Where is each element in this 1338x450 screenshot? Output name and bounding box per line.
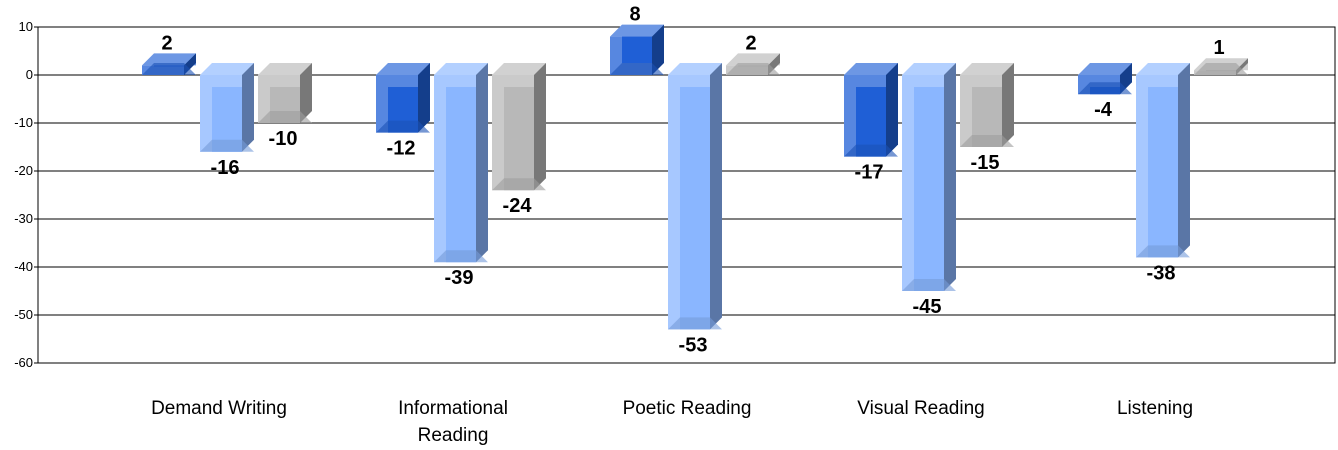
- y-tick-label: -10: [14, 115, 33, 130]
- bar-top-face: [142, 53, 196, 66]
- data-label: -4: [1094, 99, 1113, 121]
- bar-top-face: [610, 24, 664, 37]
- y-tick-label: -60: [14, 355, 33, 370]
- bar-bottom-face: [902, 279, 956, 291]
- category-label: Demand Writing: [151, 398, 287, 419]
- bar: [200, 63, 254, 152]
- bar-right-face: [534, 63, 546, 191]
- bar-top-face: [726, 53, 780, 66]
- bar-bottom-face: [1136, 245, 1190, 258]
- bar-top-face: [434, 63, 488, 75]
- bar-front-face: [446, 87, 476, 263]
- y-axis: 10 0 -10 -20 -30 -40 -50 -60: [14, 19, 38, 370]
- bar-right-face: [242, 63, 254, 152]
- data-label: -38: [1147, 262, 1176, 284]
- bar: [1194, 58, 1248, 75]
- bar: [610, 24, 664, 76]
- data-label: -16: [211, 157, 240, 179]
- bar-right-face: [710, 63, 722, 330]
- y-tick-label: -50: [14, 307, 33, 322]
- bar-bottom-face: [142, 63, 196, 75]
- bar: [376, 63, 430, 133]
- bar: [844, 63, 898, 157]
- bar-right-face: [886, 63, 898, 157]
- y-tick-label: -30: [14, 211, 33, 226]
- y-tick-label: -40: [14, 259, 33, 274]
- bar-bottom-face: [668, 317, 722, 330]
- bar-right-face: [652, 24, 664, 76]
- category-label: Listening: [1117, 398, 1193, 419]
- y-tick-label: 10: [19, 19, 33, 34]
- bar-top-face: [1078, 63, 1132, 75]
- data-label: -53: [679, 334, 708, 356]
- bars: [142, 24, 1248, 330]
- bar-front-face: [504, 87, 534, 191]
- bar-top-face: [668, 63, 722, 75]
- bar-right-face: [1178, 63, 1190, 258]
- bar: [258, 63, 312, 123]
- bar: [726, 53, 780, 75]
- y-tick-label: 0: [26, 67, 33, 82]
- bar-bottom-face: [844, 144, 898, 157]
- bar: [668, 63, 722, 330]
- data-label: -12: [387, 138, 416, 160]
- x-axis-categories: Demand Writing Informational Reading Poetic…: [151, 398, 1193, 446]
- bar: [902, 63, 956, 291]
- bar-top-face: [376, 63, 430, 75]
- y-tick-label: -20: [14, 163, 33, 178]
- bar: [1078, 63, 1132, 95]
- data-label: -39: [445, 267, 474, 289]
- bar-bottom-face: [492, 178, 546, 191]
- bar-top-face: [492, 63, 546, 75]
- bar-bottom-face: [960, 135, 1014, 147]
- bar-top-face: [844, 63, 898, 75]
- bar-right-face: [1002, 63, 1014, 147]
- bar-bottom-face: [376, 120, 430, 133]
- category-label: Reading: [418, 425, 489, 446]
- bar-top-face: [200, 63, 254, 75]
- bar-front-face: [914, 87, 944, 291]
- bar-bottom-face: [1078, 82, 1132, 95]
- data-label: -17: [855, 162, 884, 184]
- bar: [142, 53, 196, 75]
- bar: [492, 63, 546, 191]
- bar-top-face: [960, 63, 1014, 75]
- category-label: Visual Reading: [857, 398, 984, 419]
- bar-bottom-face: [434, 250, 488, 263]
- bar-top-face: [258, 63, 312, 75]
- data-label: 1: [1213, 37, 1224, 59]
- bar: [960, 63, 1014, 147]
- bar-top-face: [1136, 63, 1190, 75]
- data-label: -24: [503, 195, 533, 217]
- bar-bottom-face: [258, 111, 312, 123]
- data-label: 2: [161, 32, 172, 54]
- data-label: 2: [745, 32, 756, 54]
- bar-bottom-face: [726, 63, 780, 75]
- bar-bottom-face: [1194, 63, 1248, 75]
- bar-bottom-face: [610, 63, 664, 75]
- data-label: 8: [629, 4, 640, 26]
- bar-front-face: [680, 87, 710, 330]
- bar-right-face: [418, 63, 430, 133]
- bar-front-face: [622, 36, 652, 63]
- bar: [434, 63, 488, 263]
- data-label: -10: [269, 128, 298, 150]
- bar-right-face: [476, 63, 488, 263]
- bar-right-face: [300, 63, 312, 123]
- bar-front-face: [1148, 87, 1178, 258]
- category-label: Poetic Reading: [623, 398, 752, 419]
- category-label: Informational: [398, 398, 508, 419]
- data-labels: 2 -16 -10 -12 -39 -24 8 -53 2 -17 -45 -15 -4 -38 1: [161, 4, 1224, 357]
- data-label: -15: [971, 152, 1000, 174]
- bar-bottom-face: [200, 139, 254, 152]
- bar-right-face: [944, 63, 956, 291]
- data-label: -45: [913, 296, 942, 318]
- bar-top-face: [902, 63, 956, 75]
- bar: [1136, 63, 1190, 258]
